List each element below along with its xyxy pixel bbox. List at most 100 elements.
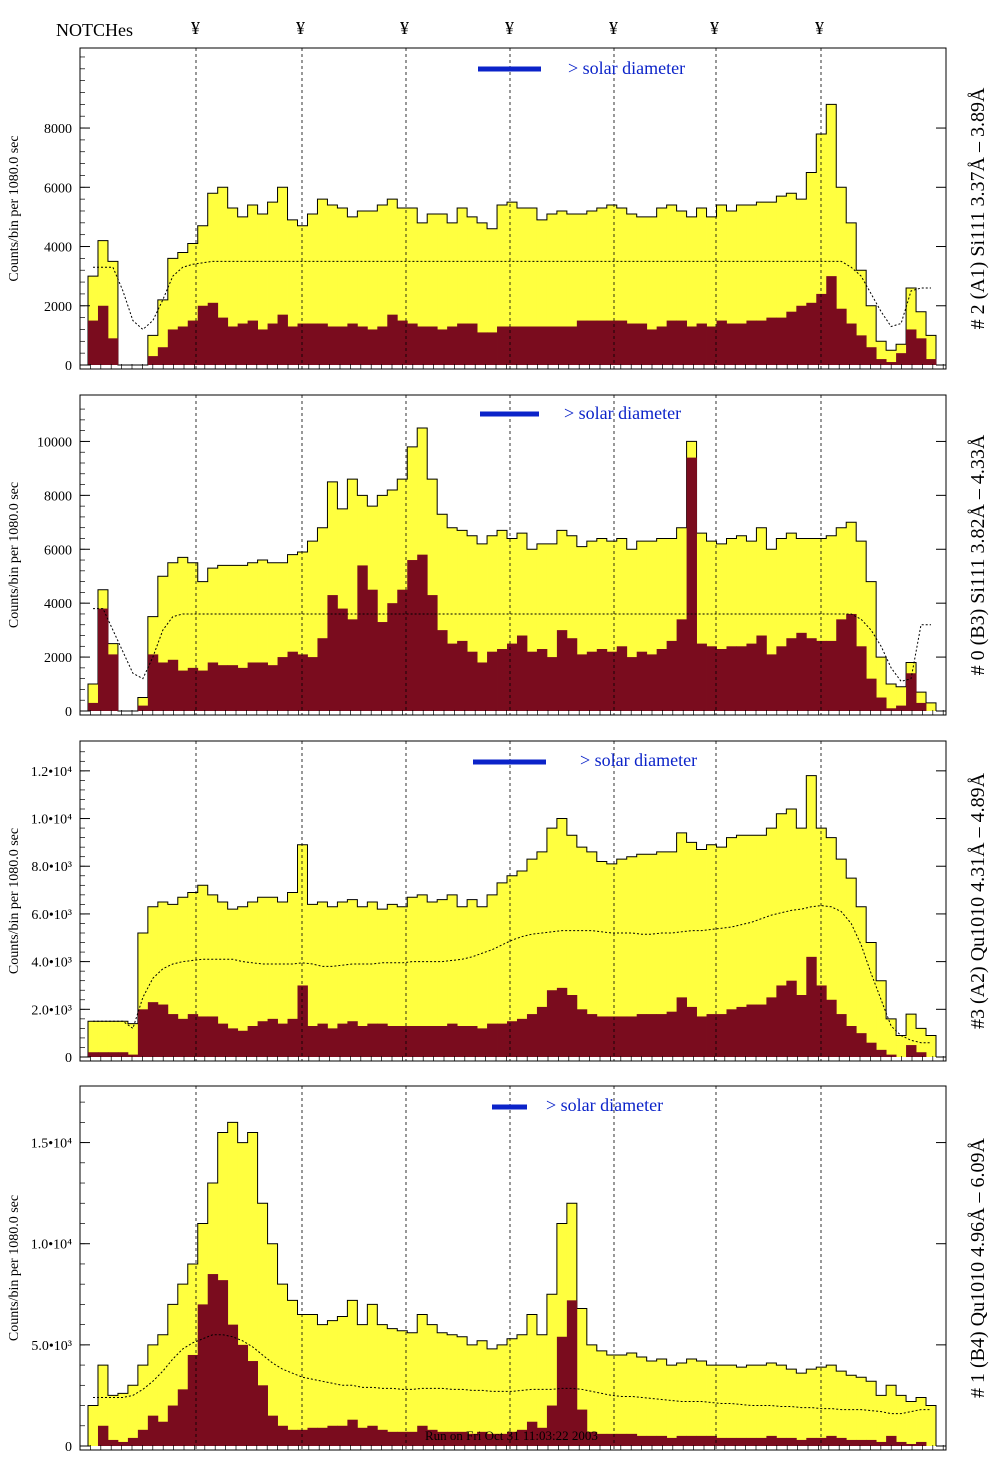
background-bar <box>696 643 707 711</box>
background-bar <box>606 320 618 365</box>
background-bar <box>536 1006 548 1057</box>
background-bar <box>477 1028 488 1057</box>
background-bar <box>197 1016 209 1057</box>
total-bar <box>447 894 458 1057</box>
background-bar <box>786 980 797 1057</box>
total-bar <box>437 899 448 1057</box>
background-bar <box>666 1437 678 1446</box>
background-bar <box>437 1431 448 1446</box>
background-bar <box>467 323 478 365</box>
background-bar <box>347 323 358 365</box>
background-bar <box>826 1435 837 1446</box>
background-bar <box>526 1014 538 1057</box>
background-bar <box>766 317 777 365</box>
total-bar <box>556 1223 568 1446</box>
total-bar <box>457 1336 468 1446</box>
total-bar <box>876 980 887 1057</box>
total-outline <box>87 775 937 1057</box>
total-bar <box>97 1365 109 1446</box>
background-bar <box>357 1026 368 1057</box>
background-bar <box>307 657 318 711</box>
background-bar <box>626 1016 638 1057</box>
background-bar <box>377 1023 388 1057</box>
total-bar <box>367 1304 378 1446</box>
trend-line <box>92 608 932 682</box>
background-bar <box>616 320 628 365</box>
total-bar <box>836 859 847 1057</box>
solar-diameter-label: > solar diameter <box>568 58 685 78</box>
total-bar <box>756 835 767 1057</box>
background-bar <box>516 1018 528 1057</box>
background-bar <box>97 608 109 711</box>
y-tick-label: 2000 <box>44 300 72 315</box>
total-bar <box>307 1314 318 1446</box>
total-bar <box>926 702 937 711</box>
total-bar <box>257 897 268 1057</box>
background-bar <box>686 1435 697 1446</box>
background-bar <box>277 1023 288 1057</box>
background-bar <box>337 326 348 365</box>
y-axis-label: Counts/bin per 1080.0 sec <box>7 482 22 628</box>
background-bar <box>836 1437 847 1446</box>
total-bar <box>417 1314 428 1446</box>
background-bar <box>516 326 528 365</box>
background-bar <box>377 1429 388 1446</box>
background-bar <box>157 1421 169 1446</box>
total-bar <box>207 193 219 365</box>
background-bar <box>487 1023 498 1057</box>
background-bar <box>387 1431 398 1446</box>
total-bar <box>107 1021 119 1057</box>
background-bar <box>187 320 199 365</box>
total-bar <box>477 222 488 365</box>
background-bar <box>407 560 418 711</box>
total-bar <box>836 1371 847 1446</box>
total-bar <box>826 837 837 1057</box>
background-bar <box>217 1023 229 1057</box>
total-bar <box>866 942 877 1057</box>
total-bar <box>726 538 737 711</box>
background-bar <box>277 1425 288 1446</box>
background-bar <box>387 314 398 365</box>
total-bar <box>467 1344 478 1446</box>
total-bar <box>137 1365 149 1446</box>
total-bar <box>926 1035 937 1057</box>
background-bar <box>197 670 209 711</box>
background-bar <box>886 1435 897 1446</box>
notch-marker: ¥ <box>815 18 824 38</box>
total-bar <box>686 842 697 1057</box>
background-bar <box>636 1435 648 1446</box>
background-bar <box>297 323 308 365</box>
background-bar <box>137 1009 149 1057</box>
background-bar <box>796 995 807 1057</box>
total-bar <box>88 1405 99 1446</box>
total-bar <box>227 565 239 711</box>
total-bar <box>307 541 318 711</box>
background-bar <box>576 320 588 365</box>
total-bar <box>646 854 658 1057</box>
total-bar <box>267 897 278 1057</box>
background-bar <box>736 1437 747 1446</box>
background-bar <box>167 1014 179 1057</box>
background-bar <box>187 667 199 711</box>
total-bar <box>467 216 478 365</box>
y-tick-label: 2.0•10³ <box>31 1003 72 1018</box>
background-bar <box>357 326 368 365</box>
total-bar <box>556 530 568 711</box>
y-tick-label: 1.0•10⁴ <box>31 1238 72 1253</box>
background-bar <box>227 1028 239 1057</box>
background-bar <box>397 589 408 711</box>
total-bar <box>437 1332 448 1446</box>
total-bar <box>297 1314 308 1446</box>
total-bar <box>536 219 548 365</box>
background-bar <box>447 1023 458 1057</box>
background-bar <box>257 662 268 711</box>
total-bar <box>856 906 867 1057</box>
background-bar <box>207 1016 219 1057</box>
background-bar <box>177 326 189 365</box>
total-bar <box>177 897 189 1057</box>
total-bar <box>856 1377 867 1446</box>
total-bar <box>766 549 777 711</box>
total-bar <box>836 187 847 365</box>
background-bar <box>427 595 438 711</box>
total-bar <box>886 1018 897 1057</box>
